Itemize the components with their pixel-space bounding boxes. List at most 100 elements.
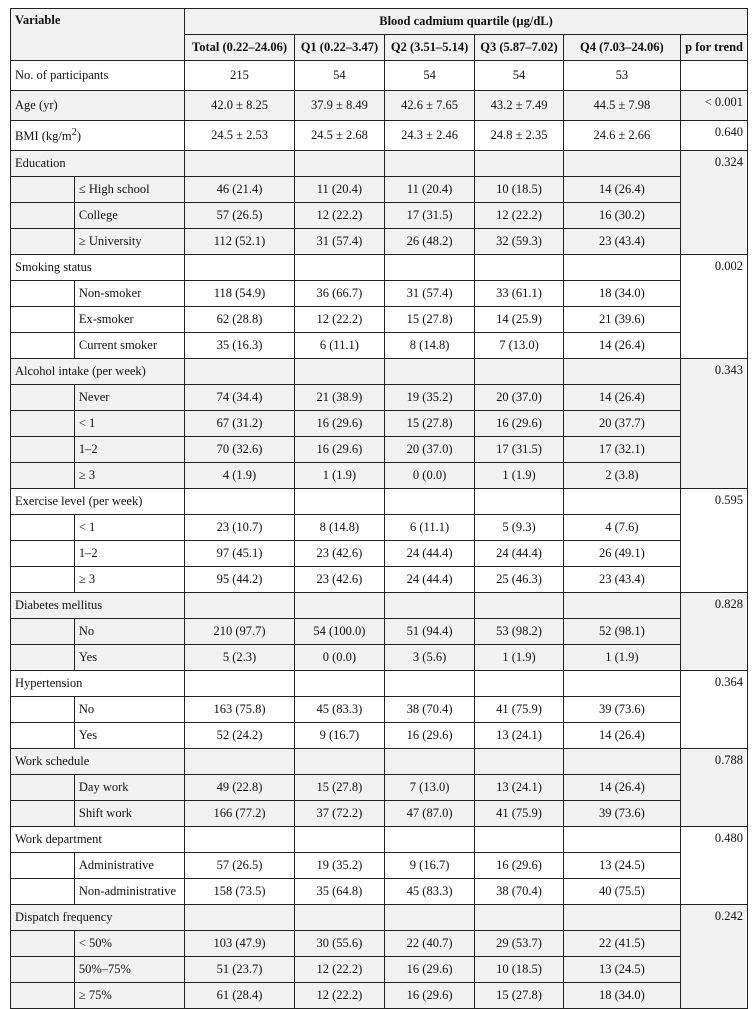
value-cell: 12 (22.2) — [294, 202, 385, 229]
value-cell — [562, 150, 682, 177]
value-cell — [474, 826, 564, 853]
category-label: Current smoker — [73, 332, 186, 359]
indent-cell — [10, 618, 75, 645]
value-cell: 97 (45.1) — [184, 540, 295, 567]
value-cell: 54 — [294, 60, 385, 91]
value-cell: 23 (43.4) — [562, 566, 682, 593]
value-cell: 21 (38.9) — [294, 384, 385, 411]
value-cell: 6 (11.1) — [294, 332, 385, 359]
value-cell: 16 (29.6) — [383, 722, 476, 749]
variable-label: Alcohol intake (per week) — [9, 358, 186, 385]
category-label: Yes — [73, 644, 186, 671]
p-value: < 0.001 — [680, 90, 748, 121]
column-header: Q4 (7.03–24.06) — [562, 34, 682, 61]
value-cell — [562, 748, 682, 775]
table-row: Hypertension 0.364 — [9, 670, 748, 749]
value-cell: 54 — [383, 60, 476, 91]
value-cell: 16 (30.2) — [562, 202, 682, 229]
value-cell: 15 (27.8) — [294, 774, 385, 801]
value-cell — [184, 254, 295, 281]
p-value: 0.002 — [680, 254, 748, 359]
sub-row: Current smoker 35 (16.3) 6 (11.1) 8 (14.8) 7… — [10, 332, 748, 359]
value-cell: 19 (35.2) — [294, 852, 385, 879]
quartile-group-header: Blood cadmium quartile (µg/dL) — [184, 8, 748, 35]
value-cell: 16 (29.6) — [383, 982, 476, 1009]
p-value: 0.324 — [680, 150, 748, 255]
label-text: BMI (kg/m — [15, 129, 72, 144]
category-label: ≥ 75% — [73, 982, 186, 1009]
value-cell: 32 (59.3) — [474, 228, 564, 255]
label-text: Alcohol intake (per week) — [15, 364, 146, 378]
value-cell: 53 (98.2) — [474, 618, 564, 645]
category-label: 1–2 — [73, 540, 186, 567]
value-cell: 14 (26.4) — [562, 332, 682, 359]
label-text: Hypertension — [15, 676, 83, 690]
label-text: Smoking status — [15, 260, 92, 274]
value-cell: 52 (98.1) — [562, 618, 682, 645]
sub-row: ≥ 3 95 (44.2) 23 (42.6) 24 (44.4) 25 (46.3) 2… — [10, 566, 748, 593]
column-header: Total (0.22–24.06) — [184, 34, 295, 61]
value-cell: 16 (29.6) — [383, 956, 476, 983]
value-cell — [184, 904, 295, 931]
value-cell: 36 (66.7) — [294, 280, 385, 307]
value-cell: 14 (25.9) — [474, 306, 564, 333]
value-cell: 40 (75.5) — [562, 878, 682, 905]
category-label: Day work — [73, 774, 186, 801]
value-cell — [474, 670, 564, 697]
value-cell: 51 (23.7) — [184, 956, 295, 983]
value-cell: 2 (3.8) — [562, 462, 682, 489]
variable-label: Hypertension — [9, 670, 186, 697]
p-value: 0.788 — [680, 748, 748, 827]
value-cell: 210 (97.7) — [184, 618, 295, 645]
indent-cell — [10, 956, 75, 983]
value-cell: 7 (13.0) — [474, 332, 564, 359]
value-cell: 166 (77.2) — [184, 800, 295, 827]
value-cell: 17 (31.5) — [474, 436, 564, 463]
indent-cell — [10, 696, 75, 723]
value-cell: 0 (0.0) — [294, 644, 385, 671]
value-cell: 67 (31.2) — [184, 410, 295, 437]
value-cell: 13 (24.5) — [562, 956, 682, 983]
label-end: ) — [76, 129, 81, 144]
value-cell: 14 (26.4) — [562, 384, 682, 411]
variable-label: No. of participants — [9, 60, 186, 91]
value-cell: 37.9 ± 8.49 — [294, 90, 385, 121]
value-cell: 21 (39.6) — [562, 306, 682, 333]
value-cell: 74 (34.4) — [184, 384, 295, 411]
table-row: Work schedule 0.788 — [9, 748, 748, 827]
value-cell: 33 (61.1) — [474, 280, 564, 307]
value-cell: 24.5 ± 2.68 — [294, 120, 385, 151]
category-label: ≤ High school — [73, 176, 186, 203]
table-row: No. of participants 215 54 54 54 53 — [9, 60, 748, 91]
value-cell: 1 (1.9) — [294, 462, 385, 489]
sub-row: No 210 (97.7) 54 (100.0) 51 (94.4) 53 (98.2)… — [10, 618, 748, 645]
sub-row: College 57 (26.5) 12 (22.2) 17 (31.5) 12 (22… — [10, 202, 748, 229]
indent-cell — [10, 800, 75, 827]
value-cell: 47 (87.0) — [383, 800, 476, 827]
value-cell: 19 (35.2) — [383, 384, 476, 411]
value-cell: 18 (34.0) — [562, 982, 682, 1009]
category-label: Non-smoker — [73, 280, 186, 307]
value-cell: 22 (41.5) — [562, 930, 682, 957]
value-cell: 6 (11.1) — [383, 514, 476, 541]
value-cell — [562, 670, 682, 697]
value-cell: 22 (40.7) — [383, 930, 476, 957]
value-cell: 163 (75.8) — [184, 696, 295, 723]
label-text: Diabetes mellitus — [15, 598, 103, 612]
value-cell — [474, 748, 564, 775]
value-cell: 4 (1.9) — [184, 462, 295, 489]
value-cell — [294, 826, 385, 853]
value-cell: 112 (52.1) — [184, 228, 295, 255]
value-cell — [562, 592, 682, 619]
value-cell: 5 (2.3) — [184, 644, 295, 671]
category-label: 1–2 — [73, 436, 186, 463]
value-cell: 24 (44.4) — [383, 540, 476, 567]
value-cell: 10 (18.5) — [474, 956, 564, 983]
value-cell — [562, 826, 682, 853]
value-cell: 25 (46.3) — [474, 566, 564, 593]
column-header: Q1 (0.22–3.47) — [294, 34, 385, 61]
category-label: Shift work — [73, 800, 186, 827]
value-cell — [294, 358, 385, 385]
sub-row: Yes 52 (24.2) 9 (16.7) 16 (29.6) 13 (24.1) 14… — [10, 722, 748, 749]
value-cell: 57 (26.5) — [184, 202, 295, 229]
